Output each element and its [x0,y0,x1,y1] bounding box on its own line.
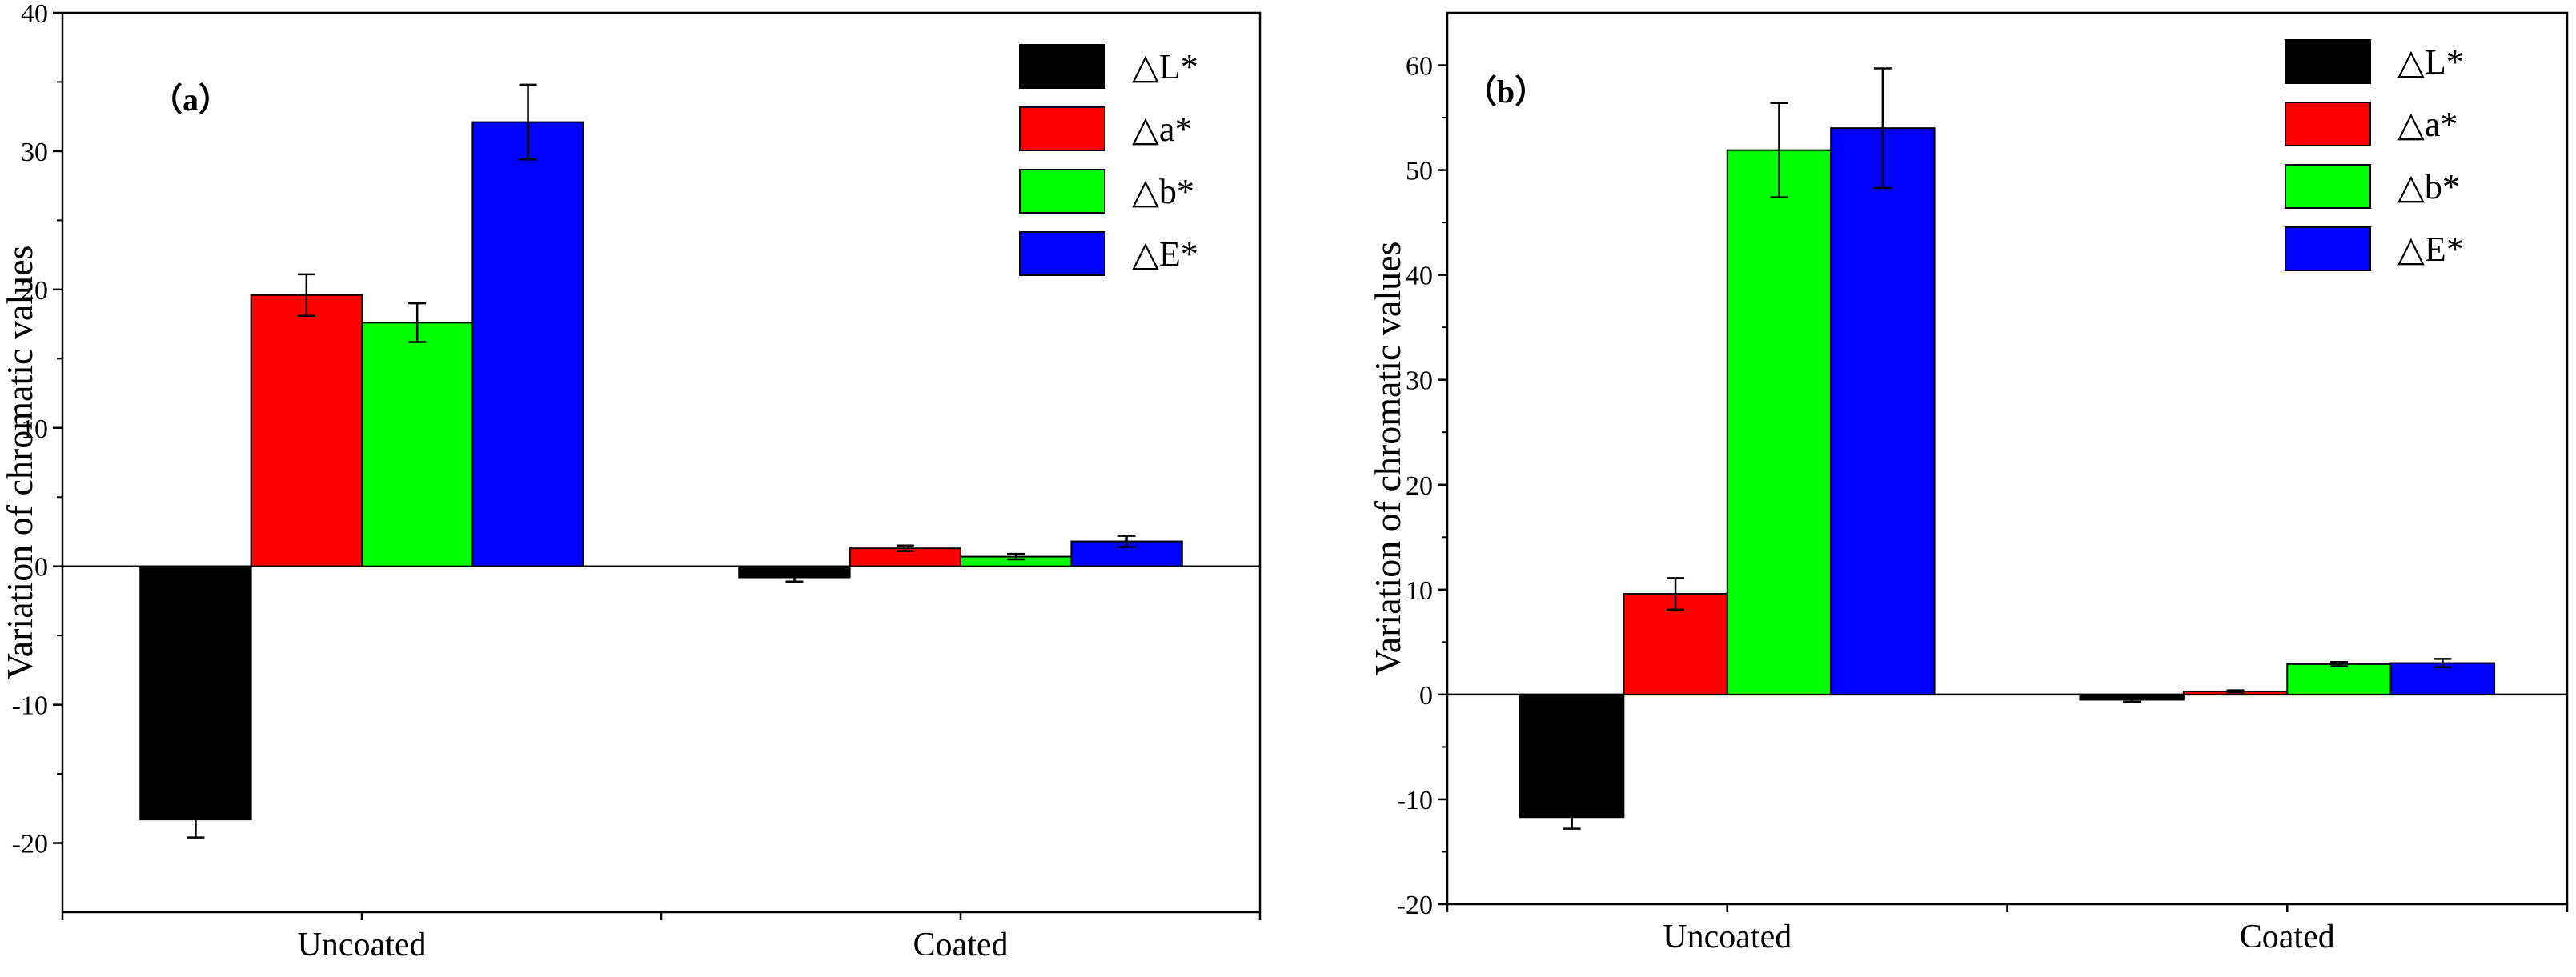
legend-label-b: △E* [2397,230,2464,269]
y-tick-label-a: 0 [34,553,48,583]
category-label-b: Coated [2240,919,2335,955]
chart-panel-b: -20 -10 0 10 20 30 40 50 60 Uncoated Coated Variati… [1288,0,2576,977]
category-label-a: Uncoated [298,927,427,963]
bar-a [250,294,363,567]
legend-label-a: △b* [1132,172,1194,211]
legend-swatch-b [2285,226,2371,271]
legend-swatch-b [2285,102,2371,146]
legend-swatch-b [2285,39,2371,84]
legend-label-a: △L* [1132,47,1198,86]
legend-label-a: △E* [1132,234,1198,274]
y-tick-label-a: 10 [21,414,48,444]
chart-b-svg: -20 -10 0 10 20 30 40 50 60 Uncoated Coated Variati… [1367,11,2569,955]
y-tick-label-a: 40 [21,0,48,29]
chart-a-svg: -20 -10 0 10 20 30 40 Uncoated Coated Variation o… [0,0,1262,963]
legend-label-b: △b* [2397,167,2460,206]
legend-label-a: △a* [1132,110,1192,149]
y-tick-label-b: 40 [1406,262,1433,291]
bar-b [1830,127,1936,695]
y-tick-label-a: -10 [12,691,48,721]
bar-b [2286,663,2392,695]
legend-label-b: △L* [2397,42,2464,82]
y-axis-label-b: Variation of chromatic values [1367,242,1408,676]
y-tick-label-a: -20 [12,830,48,859]
y-tick-label-b: -20 [1397,891,1433,920]
bar-b [1519,693,1625,819]
bar-b [2389,662,2496,695]
legend-swatch-a [1019,44,1105,89]
legend-swatch-a [1019,169,1105,214]
panel-label-a: （a） [150,82,231,118]
category-label-b: Uncoated [1663,919,1792,955]
y-tick-label-b: 20 [1406,471,1433,501]
legend-label-b: △a* [2397,105,2458,144]
chart-panel-a: -20 -10 0 10 20 30 40 Uncoated Coated Variation o… [0,0,1262,963]
bar-a [471,121,584,567]
y-tick-label-a: 30 [21,138,48,167]
bar-a [361,322,474,567]
y-tick-label-b: 10 [1406,576,1433,606]
y-tick-label-b: 60 [1406,52,1433,82]
y-tick-label-a: 20 [21,276,48,306]
legend-swatch-b [2285,164,2371,209]
bar-b [1726,149,1832,695]
y-tick-label-b: -10 [1397,786,1433,815]
y-tick-label-b: 30 [1406,366,1433,396]
legend-swatch-a [1019,231,1105,276]
panel-label-b: （b） [1465,74,1547,110]
legend-swatch-a [1019,106,1105,151]
y-axis-label-a: Variation of chromatic values [0,246,40,680]
y-tick-label-b: 50 [1406,157,1433,186]
y-tick-label-b: 0 [1419,681,1433,711]
category-label-a: Coated [913,927,1009,963]
bar-b [1623,593,1728,695]
bar-a [139,565,252,821]
